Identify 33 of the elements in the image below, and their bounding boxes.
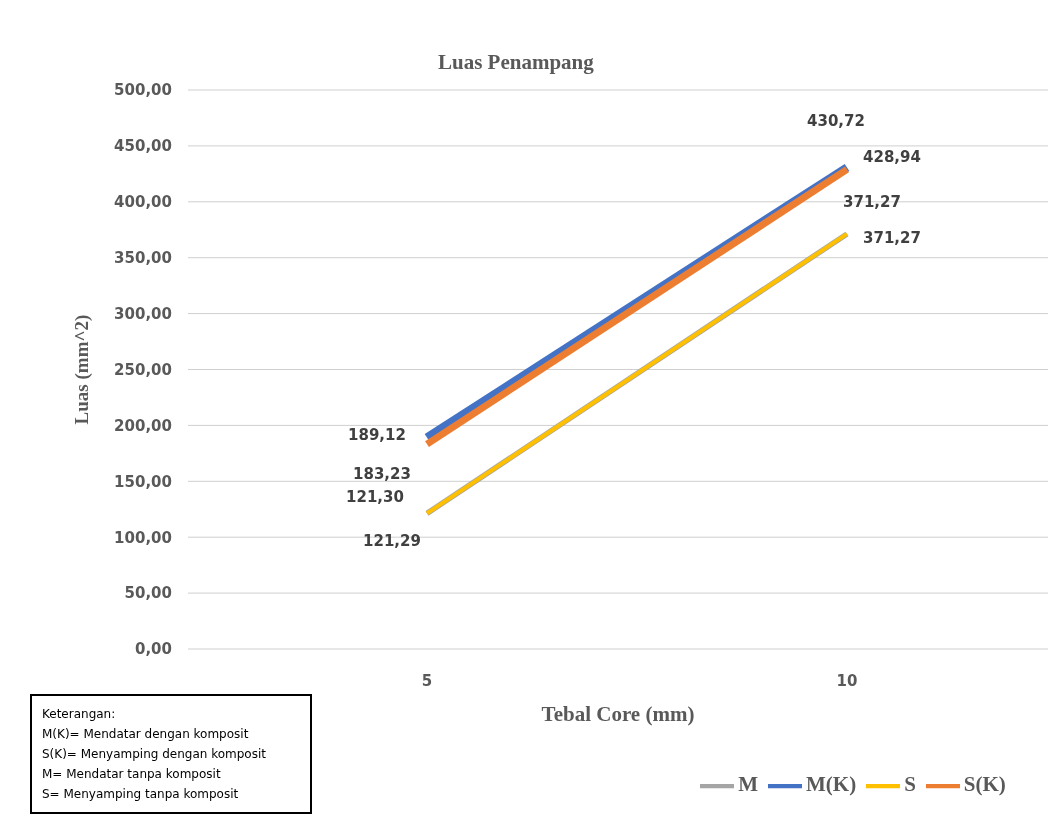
legend-label: S(K) [963,771,1006,796]
legend-label: M(K) [805,771,857,796]
x-tick-label: 5 [421,671,433,690]
y-tick-label: 300,00 [114,304,172,323]
legend-label: M [738,771,758,796]
y-tick-label: 150,00 [114,472,172,491]
x-tick-label: 10 [836,671,858,690]
chart-title: Luas Penampang [437,50,595,75]
y-axis-title: Luas (mm^2) [70,314,93,425]
y-tick-label: 350,00 [114,249,172,268]
text: M= Mendatar tanpa komposit [42,766,222,783]
data-label: 371,27 [843,192,901,211]
text: S(K)= Menyamping dengan komposit [42,746,267,763]
data-label: 371,27 [863,228,921,247]
legend-label: S [904,771,916,796]
y-tick-label: 250,00 [114,360,172,379]
data-label: 430,72 [807,112,865,131]
text: Keterangan: [42,706,117,723]
y-tick-label: 50,00 [124,584,172,603]
y-tick-label: 200,00 [114,416,172,435]
y-tick-label: 500,00 [114,81,172,100]
data-label: 183,23 [353,465,411,484]
y-tick-label: 100,00 [114,528,172,547]
y-tick-label: 0,00 [134,640,172,659]
text: M(K)= Mendatar dengan komposit [42,726,250,743]
text: S= Menyamping tanpa komposit [42,786,240,803]
x-axis-title: Tebal Core (mm) [541,701,695,726]
data-label: 121,30 [346,488,404,507]
y-tick-label: 400,00 [114,193,172,212]
data-label: 189,12 [348,425,406,444]
data-label: 428,94 [863,148,921,167]
data-label: 121,29 [363,532,421,551]
y-tick-label: 450,00 [114,137,172,156]
